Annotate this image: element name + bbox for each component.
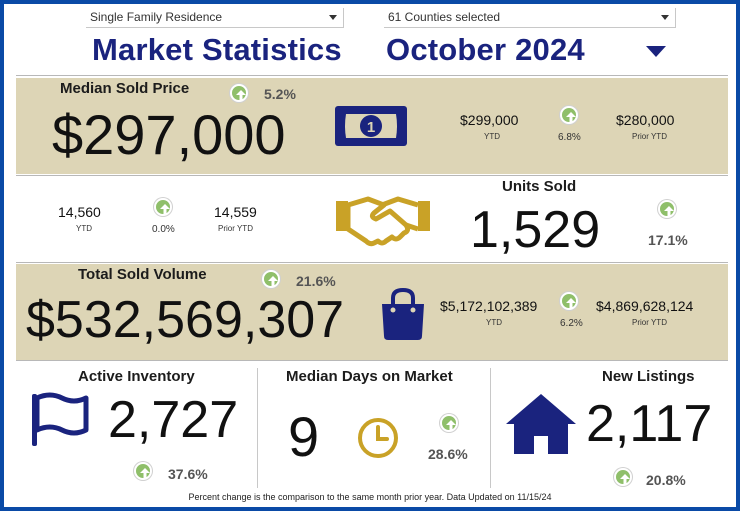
arrow-up-circle-icon: [560, 106, 578, 124]
median-price-prior-value: $280,000: [616, 112, 675, 128]
page-title: Market Statistics: [92, 32, 342, 67]
total-sold-volume-value: $532,569,307: [26, 291, 345, 349]
new-listings-change: 20.8%: [646, 472, 686, 488]
median-sold-price-value: $297,000: [52, 103, 286, 166]
footer-note: Percent change is the comparison to the …: [188, 492, 552, 502]
chevron-down-icon: [661, 15, 669, 20]
median-sold-price-label: Median Sold Price: [60, 80, 190, 97]
volume-prior-value: $4,869,628,124: [596, 298, 694, 314]
volume-ytd-change: 6.2%: [560, 318, 583, 329]
units-sold-label: Units Sold: [502, 178, 577, 195]
handshake-icon: [336, 196, 430, 247]
active-inventory-change: 37.6%: [168, 466, 208, 482]
median-days-label: Median Days on Market: [286, 368, 453, 385]
units-prior-label: Prior YTD: [218, 224, 253, 233]
property-type-value: Single Family Residence: [90, 10, 223, 24]
property-type-dropdown[interactable]: Single Family Residence: [86, 8, 344, 28]
counties-value: 61 Counties selected: [388, 10, 501, 24]
volume-ytd-value: $5,172,102,389: [440, 298, 538, 314]
arrow-up-circle-icon: [560, 292, 578, 310]
median-price-ytd-label: YTD: [484, 132, 500, 141]
new-listings-label: New Listings: [602, 368, 695, 385]
shopping-bag-icon: [382, 288, 424, 340]
house-icon: [506, 394, 576, 454]
period-title: October 2024: [386, 32, 585, 67]
arrow-up-circle-icon: [440, 414, 458, 432]
arrow-up-circle-icon: [262, 270, 280, 288]
volume-prior-label: Prior YTD: [632, 318, 667, 327]
units-prior-value: 14,559: [214, 204, 257, 220]
divider: [16, 360, 728, 361]
total-sold-volume-label: Total Sold Volume: [78, 266, 207, 283]
arrow-up-circle-icon: [658, 200, 676, 218]
units-sold-change: 17.1%: [648, 232, 688, 248]
total-sold-volume-section: [16, 264, 728, 360]
median-price-prior-label: Prior YTD: [632, 132, 667, 141]
median-days-value: 9: [288, 405, 320, 468]
column-divider: [257, 368, 258, 488]
dashboard-frame: Single Family Residence 61 Counties sele…: [4, 4, 736, 507]
units-ytd-label: YTD: [76, 224, 92, 233]
divider: [16, 75, 728, 76]
divider: [16, 175, 728, 176]
volume-ytd-label: YTD: [486, 318, 502, 327]
clock-icon: [358, 418, 398, 458]
money-bill-icon: 1: [335, 106, 407, 146]
arrow-up-circle-icon: [230, 84, 248, 102]
median-days-change: 28.6%: [428, 446, 468, 462]
new-listings-value: 2,117: [586, 395, 713, 453]
units-sold-value: 1,529: [470, 201, 601, 259]
counties-dropdown[interactable]: 61 Counties selected: [384, 8, 676, 28]
active-inventory-value: 2,727: [108, 391, 239, 449]
median-price-ytd-value: $299,000: [460, 112, 519, 128]
flag-icon: [32, 392, 89, 446]
column-divider: [490, 368, 491, 488]
arrow-up-circle-icon: [134, 462, 152, 480]
units-ytd-value: 14,560: [58, 204, 101, 220]
period-dropdown-arrow-icon[interactable]: [646, 46, 666, 57]
svg-text:1: 1: [367, 119, 375, 136]
total-sold-volume-change: 21.6%: [296, 273, 336, 289]
median-price-ytd-change: 6.8%: [558, 132, 581, 143]
median-sold-price-change: 5.2%: [264, 86, 296, 102]
arrow-up-circle-icon: [154, 198, 172, 216]
divider: [16, 262, 728, 263]
units-ytd-change: 0.0%: [152, 224, 175, 235]
chevron-down-icon: [329, 15, 337, 20]
active-inventory-label: Active Inventory: [78, 368, 195, 385]
arrow-up-circle-icon: [614, 468, 632, 486]
